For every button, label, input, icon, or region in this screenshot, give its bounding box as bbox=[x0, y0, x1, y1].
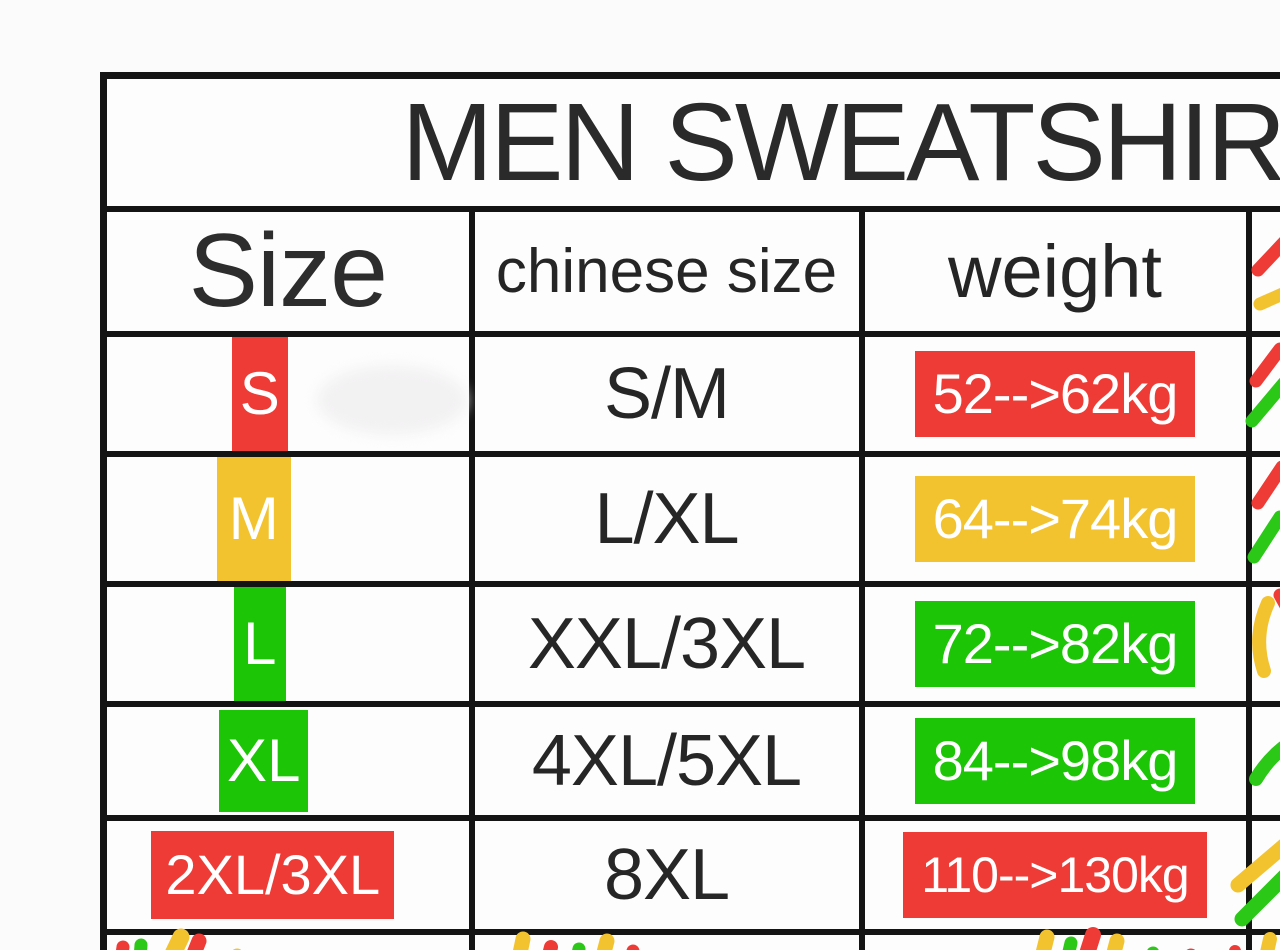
smudge-mark bbox=[317, 365, 467, 435]
weight-cell: 64-->74kg bbox=[858, 451, 1252, 587]
extra-cell bbox=[1245, 581, 1280, 707]
chinese-size-cell: S/M bbox=[468, 331, 865, 457]
size-badge: M bbox=[216, 457, 291, 581]
header-extra-column bbox=[1245, 206, 1280, 337]
scribble-marks-icon bbox=[512, 931, 639, 950]
scribble-marks-icon bbox=[1035, 927, 1241, 950]
scribbled-cell bbox=[468, 929, 865, 950]
scribble-marks-icon bbox=[1245, 342, 1280, 428]
chinese-size-value: S/M bbox=[603, 354, 730, 434]
scribble-marks-icon bbox=[1259, 932, 1277, 950]
weight-cell: 72-->82kg bbox=[858, 581, 1252, 707]
size-cell: XL bbox=[100, 701, 475, 821]
header-weight-label: weight bbox=[948, 230, 1162, 313]
extra-cell bbox=[1230, 815, 1280, 935]
header-row: Size chinese size weight bbox=[100, 206, 1280, 337]
header-chinese-size: chinese size bbox=[468, 206, 865, 337]
page-title: MEN SWEATSHIRT bbox=[401, 81, 1280, 204]
weight-badge: 72-->82kg bbox=[914, 601, 1196, 687]
extra-cell bbox=[1245, 701, 1280, 821]
size-badge: 2XL/3XL bbox=[151, 831, 395, 919]
table-row: M L/XL 64-->74kg bbox=[100, 451, 1280, 587]
header-size-label: Size bbox=[188, 213, 388, 329]
weight-cell: 84-->98kg bbox=[858, 701, 1252, 821]
scribble-marks-icon bbox=[1247, 460, 1280, 564]
weight-cell: 110-->130kg bbox=[858, 815, 1252, 935]
weight-badge: 52-->62kg bbox=[914, 351, 1196, 437]
size-cell: S bbox=[100, 331, 475, 457]
table-row: L XXL/3XL 72-->82kg bbox=[100, 581, 1280, 707]
scribble-marks-icon bbox=[1251, 588, 1280, 678]
scribbled-row bbox=[100, 927, 1280, 950]
header-weight: weight bbox=[858, 206, 1252, 337]
size-badge: XL bbox=[219, 710, 309, 812]
size-cell: 2XL/3XL bbox=[100, 815, 475, 935]
weight-cell: 52-->62kg bbox=[858, 331, 1252, 457]
header-size: Size bbox=[100, 206, 475, 337]
chinese-size-cell: 4XL/5XL bbox=[468, 701, 865, 821]
size-badge: S bbox=[231, 337, 288, 451]
chinese-size-value: XXL/3XL bbox=[527, 604, 806, 684]
chinese-size-value: 8XL bbox=[603, 835, 730, 915]
weight-badge: 84-->98kg bbox=[914, 718, 1196, 804]
extra-cell bbox=[1245, 331, 1280, 457]
size-badge: L bbox=[233, 587, 286, 701]
chinese-size-cell: 8XL bbox=[468, 815, 865, 935]
scribble-marks-icon bbox=[1230, 838, 1280, 927]
weight-badge: 110-->130kg bbox=[903, 832, 1207, 918]
size-cell: L bbox=[100, 581, 475, 707]
extra-cell bbox=[1245, 451, 1280, 587]
scribbled-cell bbox=[100, 928, 475, 950]
chinese-size-value: 4XL/5XL bbox=[531, 721, 802, 801]
weight-badge: 64-->74kg bbox=[914, 476, 1196, 562]
chinese-size-cell: L/XL bbox=[468, 451, 865, 587]
scribble-marks-icon bbox=[1251, 236, 1280, 311]
scribbled-cell bbox=[1245, 929, 1280, 950]
chinese-size-cell: XXL/3XL bbox=[468, 581, 865, 707]
header-chinese-size-label: chinese size bbox=[495, 237, 838, 306]
table-row: XL 4XL/5XL 84-->98kg bbox=[100, 701, 1280, 821]
title-cell: MEN SWEATSHIRT bbox=[100, 72, 1280, 212]
scribble-marks-icon bbox=[1248, 741, 1280, 786]
scribbled-cell bbox=[858, 927, 1252, 950]
size-chart-table: MEN SWEATSHIRT Size chinese size weight bbox=[100, 72, 1280, 950]
title-row: MEN SWEATSHIRT bbox=[100, 72, 1280, 212]
size-cell: M bbox=[100, 451, 475, 587]
table-row: 2XL/3XL 8XL 110-->130kg bbox=[100, 815, 1280, 935]
scribble-marks-icon bbox=[116, 928, 242, 950]
table-row: S S/M 52-->62kg bbox=[100, 331, 1280, 457]
chinese-size-value: L/XL bbox=[594, 479, 739, 559]
